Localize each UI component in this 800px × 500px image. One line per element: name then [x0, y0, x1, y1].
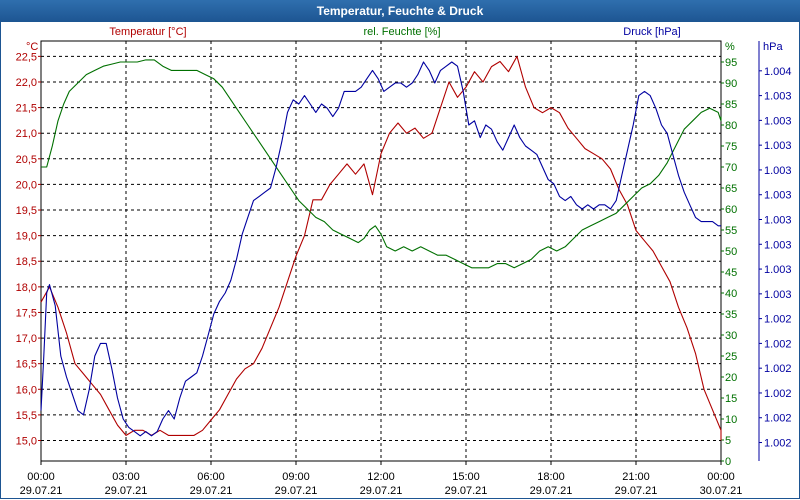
humidity-tick-label: 35	[725, 309, 737, 321]
time-axis: 00:00 29.07.21 03:00 29.07.21 06:00 29.07.21 0…	[20, 461, 743, 497]
pressure-tick-label: 1.002	[764, 438, 792, 450]
pressure-tick-label: 1.003	[764, 140, 792, 152]
humidity-tick-label: 40	[725, 288, 737, 300]
date-tick-label: 29.07.21	[275, 485, 318, 497]
temperature-tick-label: 16,0	[16, 384, 37, 396]
humidity-unit: %	[725, 41, 735, 53]
temperature-tick-label: 22,5	[16, 51, 37, 63]
humidity-tick-label: 70	[725, 162, 737, 174]
time-tick-label: 21:00	[622, 471, 650, 483]
humidity-tick-label: 50	[725, 246, 737, 258]
humidity-tick-label: 80	[725, 120, 737, 132]
temperature-axis: 15,0 15,5 16,0 16,5 17,0 17,5 18,0 18,5 19,0 19,5…	[16, 51, 41, 448]
humidity-tick-label: 55	[725, 225, 737, 237]
temperature-tick-label: 15,5	[16, 410, 37, 422]
pressure-unit: hPa	[763, 41, 783, 53]
pressure-tick-label: 1.002	[764, 413, 792, 425]
time-tick-label: 18:00	[537, 471, 565, 483]
pressure-tick-label: 1.003	[764, 115, 792, 127]
date-tick-label: 29.07.21	[530, 485, 573, 497]
pressure-tick-label: 1.004	[764, 66, 792, 78]
humidity-tick-label: 65	[725, 183, 737, 195]
temperature-tick-label: 19,0	[16, 231, 37, 243]
pressure-tick-label: 1.003	[764, 264, 792, 276]
pressure-tick-label: 1.003	[764, 289, 792, 301]
pressure-tick-label: 1.002	[764, 363, 792, 375]
humidity-tick-label: 45	[725, 267, 737, 279]
humidity-tick-label: 30	[725, 330, 737, 342]
date-tick-label: 30.07.21	[700, 485, 743, 497]
pressure-tick-label: 1.002	[764, 314, 792, 326]
temperature-tick-label: 17,0	[16, 333, 37, 345]
temperature-tick-label: 19,5	[16, 205, 37, 217]
series-humidity	[41, 59, 722, 269]
time-tick-label: 00:00	[27, 471, 55, 483]
date-tick-label: 29.07.21	[20, 485, 63, 497]
humidity-tick-label: 75	[725, 141, 737, 153]
temperature-tick-label: 22,0	[16, 77, 37, 89]
date-tick-label: 29.07.21	[445, 485, 488, 497]
pressure-tick-label: 1.002	[764, 388, 792, 400]
humidity-axis-label: rel. Feuchte [%]	[363, 26, 440, 38]
series-pressure	[40, 61, 721, 437]
temperature-tick-label: 17,5	[16, 307, 37, 319]
humidity-tick-label: 10	[725, 414, 737, 426]
date-tick-label: 29.07.21	[360, 485, 403, 497]
temperature-axis-label: Temperatur [°C]	[109, 26, 186, 38]
pressure-tick-label: 1.003	[764, 91, 792, 103]
pressure-tick-label: 1.003	[764, 190, 792, 202]
humidity-axis: 0 5 10 15 20 25 30 35 40 45 50 55 60 65 70 75 80 85 90 95	[721, 57, 737, 468]
humidity-tick-label: 95	[725, 57, 737, 69]
pressure-tick-label: 1.003	[764, 165, 792, 177]
temperature-tick-label: 20,0	[16, 179, 37, 191]
temperature-unit: °C	[26, 41, 38, 53]
humidity-tick-label: 20	[725, 372, 737, 384]
humidity-tick-label: 0	[725, 456, 731, 468]
temperature-tick-label: 16,5	[16, 359, 37, 371]
time-tick-label: 15:00	[452, 471, 480, 483]
temperature-tick-label: 18,0	[16, 282, 37, 294]
temperature-tick-label: 21,5	[16, 103, 37, 115]
pressure-tick-label: 1.003	[764, 215, 792, 227]
pressure-axis-label: Druck [hPa]	[623, 26, 680, 38]
date-tick-label: 29.07.21	[190, 485, 233, 497]
date-tick-label: 29.07.21	[615, 485, 658, 497]
grid	[41, 41, 721, 461]
humidity-tick-label: 85	[725, 99, 737, 111]
time-tick-label: 06:00	[197, 471, 225, 483]
time-tick-label: 00:00	[707, 471, 735, 483]
temperature-tick-label: 20,5	[16, 154, 37, 166]
pressure-tick-label: 1.002	[764, 338, 792, 350]
humidity-tick-label: 5	[725, 435, 731, 447]
time-tick-label: 09:00	[282, 471, 310, 483]
window-title: Temperatur, Feuchte & Druck	[0, 0, 800, 22]
time-tick-label: 03:00	[112, 471, 140, 483]
humidity-tick-label: 90	[725, 78, 737, 90]
time-tick-label: 12:00	[367, 471, 395, 483]
temperature-tick-label: 15,0	[16, 436, 37, 448]
pressure-axis: 1.002 1.002 1.002 1.002 1.002 1.002 1.003 1.003…	[758, 41, 792, 461]
humidity-tick-label: 60	[725, 204, 737, 216]
temperature-tick-label: 18,5	[16, 256, 37, 268]
series-lines	[40, 55, 722, 441]
humidity-tick-label: 25	[725, 351, 737, 363]
date-tick-label: 29.07.21	[105, 485, 148, 497]
pressure-tick-label: 1.003	[764, 239, 792, 251]
axis-unit-labels: °C Temperatur [°C] rel. Feuchte [%] Druck […	[26, 26, 783, 53]
temperature-tick-label: 21,0	[16, 128, 37, 140]
humidity-tick-label: 15	[725, 393, 737, 405]
